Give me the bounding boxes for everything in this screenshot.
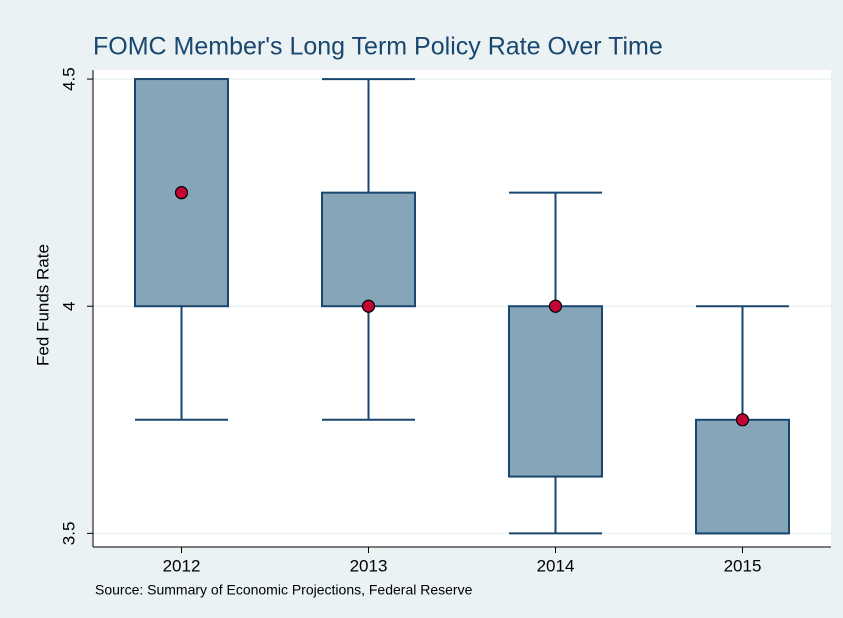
- y-tick-label: 4.5: [59, 67, 78, 91]
- x-tick-label: 2014: [537, 556, 575, 575]
- marker: [174, 186, 189, 200]
- marker: [548, 299, 563, 313]
- y-tick-label: 4: [59, 301, 78, 310]
- x-tick-label: 2013: [350, 556, 388, 575]
- x-tick-label: 2012: [163, 556, 201, 575]
- marker: [361, 299, 376, 313]
- chart-title: FOMC Member's Long Term Policy Rate Over…: [93, 33, 663, 61]
- x-tick-label: 2015: [724, 556, 762, 575]
- box: [508, 305, 603, 478]
- y-axis-label: Fed Funds Rate: [33, 244, 52, 366]
- marker: [735, 413, 750, 427]
- y-tick-label: 3.5: [59, 522, 78, 546]
- box: [321, 191, 416, 308]
- box: [695, 418, 790, 535]
- source-note: Source: Summary of Economic Projections,…: [95, 582, 473, 598]
